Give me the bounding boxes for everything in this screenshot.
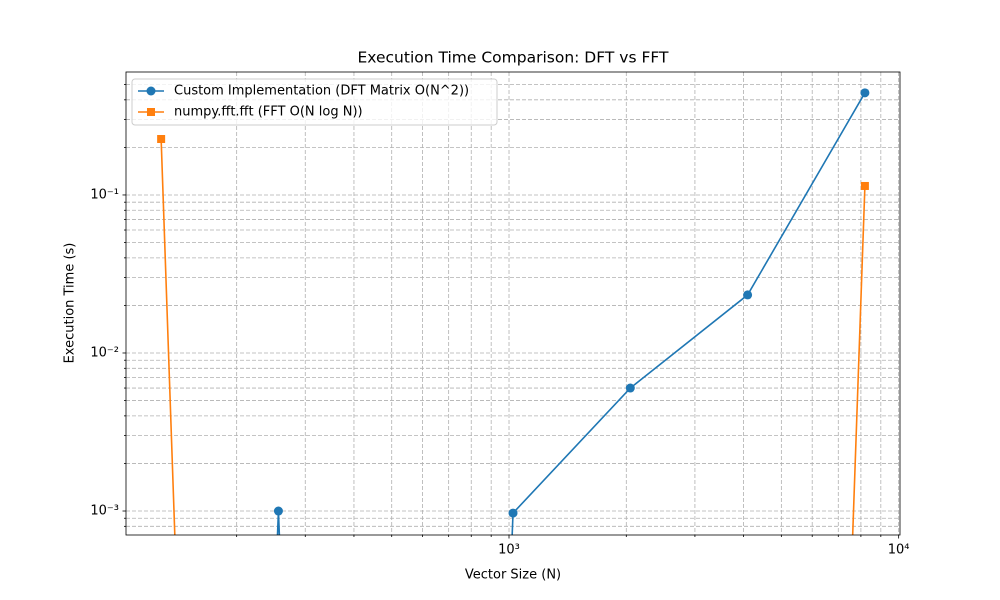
tick-layer: 10³ 10⁴ 10⁻³ 10⁻² 10⁻¹: [90, 84, 910, 558]
x-tick-label: 10⁴: [888, 543, 910, 558]
legend-marker: [146, 86, 156, 96]
data-point: [273, 506, 283, 516]
legend-box: [131, 78, 498, 126]
data-point: [860, 181, 869, 190]
data-point: [157, 135, 166, 144]
legend: Custom Implementation (DFT Matrix O(N^2)…: [131, 78, 498, 126]
plot-area: [157, 88, 870, 535]
legend-label: Custom Implementation (DFT Matrix O(N^2)…: [174, 84, 469, 99]
data-point: [860, 88, 870, 98]
legend-marker: [147, 108, 155, 116]
y-tick-label: 10⁻¹: [90, 187, 119, 202]
data-point: [625, 383, 635, 393]
y-axis-label: Execution Time (s): [63, 243, 78, 364]
data-point: [508, 508, 518, 518]
x-axis-label: Vector Size (N): [465, 568, 561, 583]
chart-title: Execution Time Comparison: DFT vs FFT: [358, 49, 670, 67]
axes-frame: [125, 71, 901, 536]
legend-label: numpy.fft.fft (FFT O(N log N)): [174, 105, 363, 120]
data-point: [743, 290, 753, 300]
y-tick-label: 10⁻²: [90, 345, 119, 360]
x-tick-label: 10³: [498, 543, 520, 558]
y-tick-label: 10⁻³: [90, 504, 119, 519]
